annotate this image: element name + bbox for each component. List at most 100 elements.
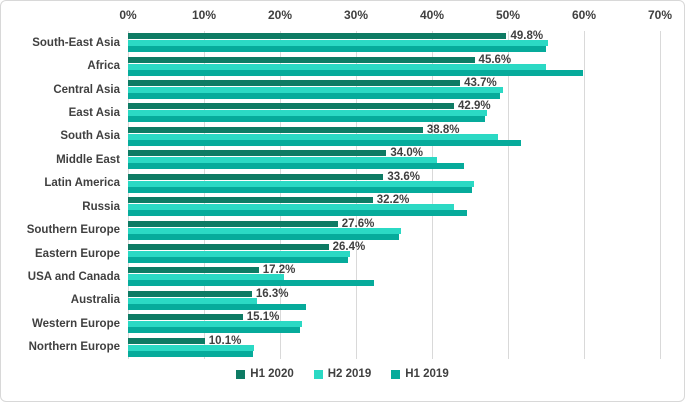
data-label: 15.1% [246, 311, 280, 324]
bar-group: 33.6% [128, 170, 660, 195]
x-axis-tick: 10% [191, 8, 217, 22]
x-axis-tick: 30% [343, 8, 369, 22]
data-label: 17.2% [262, 264, 296, 277]
chart-row: South-East Asia 49.8% [1, 30, 684, 54]
data-label: 32.2% [376, 194, 410, 207]
bar-h1-2019 [128, 46, 546, 53]
bar-h2-2019 [128, 110, 487, 117]
bar-h2-2019 [128, 180, 474, 187]
category-label: Russia [82, 200, 120, 213]
bar-line: 10.1% [128, 334, 660, 347]
bar-line: 45.6% [128, 53, 660, 66]
legend-swatch-icon [236, 369, 246, 379]
bar-group: 49.8% [128, 30, 660, 54]
data-label: 45.6% [478, 53, 512, 66]
gridline [584, 31, 585, 359]
bar-h1-2019 [128, 93, 501, 100]
bar-group: 16.3% [128, 287, 660, 312]
bar-line: 26.4% [128, 241, 660, 253]
bar-h2-2019 [128, 227, 401, 234]
chart-row: Middle East 34.0% [1, 147, 684, 171]
bar-h1-2019 [128, 163, 464, 170]
x-axis-tick: 0% [119, 8, 137, 22]
x-axis-tick: 50% [495, 8, 521, 22]
bar-h2-2019 [128, 157, 437, 164]
plot-area [128, 31, 661, 359]
bar-line: 16.3% [128, 287, 660, 300]
bar-h2-2019 [128, 297, 258, 304]
gridline [204, 31, 205, 359]
legend-label: H1 2019 [405, 368, 449, 380]
category-label: East Asia [68, 106, 120, 119]
legend-item-h1-2019: H1 2019 [391, 368, 449, 380]
chart-row: Latin America 33.6% [1, 170, 684, 195]
data-label: 43.7% [464, 77, 497, 90]
bar-group: 43.7% [128, 77, 660, 101]
bar-line: 49.8% [128, 30, 660, 42]
category-label: South-East Asia [32, 36, 120, 49]
bar-group: 38.8% [128, 123, 660, 148]
category-label: Western Europe [32, 317, 120, 330]
bar-h1-2020 [128, 173, 384, 180]
bar-line: 38.8% [128, 123, 660, 136]
chart-row: Africa 45.6% [1, 54, 684, 77]
gridline [280, 31, 281, 359]
bar-h2-2019 [128, 87, 503, 94]
category-label: Northern Europe [28, 341, 120, 354]
data-label: 10.1% [208, 334, 242, 347]
data-label: 16.3% [255, 287, 289, 300]
bar-h2-2019 [128, 251, 350, 257]
gridline [128, 31, 129, 359]
category-label: Southern Europe [26, 224, 120, 237]
category-label: Africa [87, 60, 120, 73]
bar-group: 42.9% [128, 101, 660, 124]
bar-line: 17.2% [128, 264, 660, 277]
bar-line: 15.1% [128, 311, 660, 324]
gridline [432, 31, 433, 359]
bar-group: 45.6% [128, 54, 660, 77]
legend-label: H2 2019 [327, 368, 372, 380]
bar-h1-2020 [128, 103, 455, 110]
bar-h1-2019 [128, 327, 300, 334]
data-label: 26.4% [332, 241, 366, 253]
chart-row: Southern Europe 27.6% [1, 217, 684, 241]
chart-row: East Asia 42.9% [1, 101, 684, 124]
data-label: 33.6% [387, 170, 420, 183]
bar-group: 15.1% [128, 312, 660, 335]
bar-h2-2019 [128, 274, 284, 281]
data-label: 34.0% [390, 147, 423, 160]
bar-h1-2019 [128, 280, 375, 287]
bar-h1-2019 [128, 210, 467, 217]
bar-h1-2019 [128, 257, 349, 263]
bar-h1-2019 [128, 233, 399, 240]
bar-h2-2019 [128, 204, 455, 211]
chart-rows: South-East Asia 49.8% Africa 45.6% Central A… [1, 30, 684, 359]
x-axis-tick: 20% [267, 8, 293, 22]
gridline [660, 31, 661, 359]
x-axis-tick: 40% [419, 8, 445, 22]
chart-row: Western Europe 15.1% [1, 312, 684, 335]
bar-h1-2019 [128, 69, 584, 76]
legend-swatch-icon [391, 369, 401, 379]
bar-h2-2019 [128, 344, 255, 351]
data-label: 27.6% [341, 217, 375, 230]
chart-row: Russia 32.2% [1, 194, 684, 218]
bar-h1-2020 [128, 126, 423, 133]
bar-h1-2020 [128, 56, 475, 63]
bar-h1-2019 [128, 116, 486, 123]
chart-row: Eastern Europe 26.4% [1, 241, 684, 265]
bar-h1-2020 [128, 337, 205, 344]
bar-h1-2019 [128, 303, 306, 310]
category-label: Middle East [56, 153, 120, 166]
x-axis-tick: 60% [571, 8, 597, 22]
gridline [356, 31, 357, 359]
bar-h1-2019 [128, 139, 521, 146]
bar-h1-2020 [128, 150, 387, 157]
bar-line: 43.7% [128, 77, 660, 90]
bar-line: 27.6% [128, 217, 660, 230]
bar-group: 26.4% [128, 241, 660, 265]
bar-line: 34.0% [128, 147, 660, 160]
data-label: 38.8% [426, 123, 460, 136]
bar-group: 17.2% [128, 265, 660, 288]
